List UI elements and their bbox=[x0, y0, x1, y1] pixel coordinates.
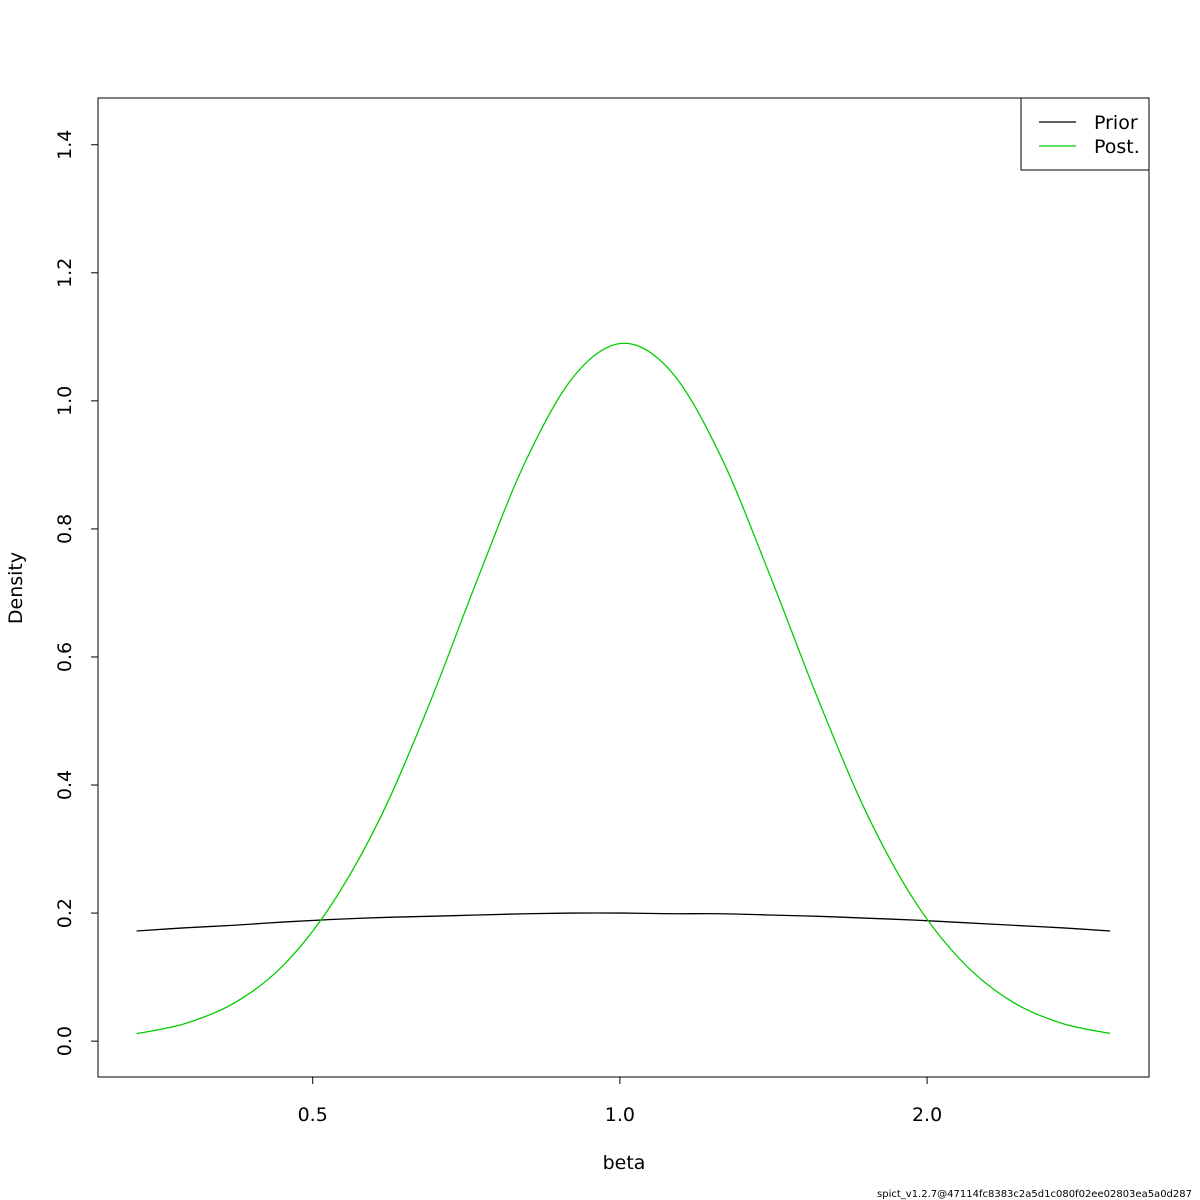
y-tick-label: 1.2 bbox=[54, 258, 76, 288]
y-tick-label: 0.0 bbox=[54, 1026, 76, 1056]
series-line bbox=[136, 912, 1111, 932]
y-tick-label: 1.0 bbox=[54, 386, 76, 416]
x-axis-label: beta bbox=[603, 1152, 646, 1174]
x-tick-label: 1.0 bbox=[605, 1104, 635, 1126]
y-tick-label: 0.2 bbox=[54, 898, 76, 928]
footnote: spict_v1.2.7@47114fc8383c2a5d1c080f02ee0… bbox=[877, 1189, 1192, 1200]
plot-frame bbox=[97, 97, 1150, 1078]
x-tick-label: 0.5 bbox=[298, 1104, 328, 1126]
legend-label: Prior bbox=[1094, 112, 1138, 134]
x-tick-label: 2.0 bbox=[912, 1104, 942, 1126]
legend-label: Post. bbox=[1094, 136, 1140, 158]
legend-box bbox=[1020, 97, 1150, 171]
series-line bbox=[136, 342, 1111, 1035]
y-tick-label: 1.4 bbox=[54, 130, 76, 160]
y-tick-label: 0.8 bbox=[54, 514, 76, 544]
y-axis-label: Density bbox=[5, 552, 27, 624]
y-tick-label: 0.4 bbox=[54, 770, 76, 800]
y-tick-label: 0.6 bbox=[54, 642, 76, 672]
